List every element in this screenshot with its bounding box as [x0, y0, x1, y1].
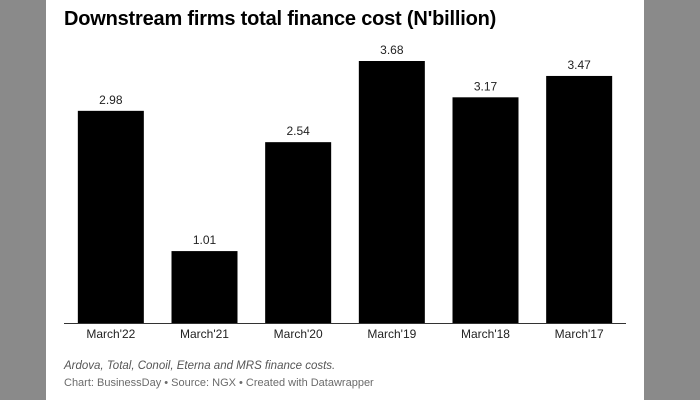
- bar-4: [358, 61, 425, 323]
- x-tick-label-4: March'19: [367, 327, 416, 341]
- bars-group: [77, 61, 613, 324]
- value-label-6: 3.47: [567, 58, 591, 72]
- chart-title: Downstream firms total finance cost (N'b…: [64, 8, 497, 30]
- bar-3: [265, 142, 332, 323]
- chart-notes: Ardova, Total, Conoil, Eterna and MRS fi…: [64, 360, 336, 372]
- bar-chart: 2.981.012.543.683.173.47 March'22 March'2…: [64, 43, 626, 341]
- chart-card: Downstream firms total finance cost (N'b…: [46, 0, 644, 400]
- value-label-3: 2.54: [286, 124, 310, 138]
- x-tick-label-3: March'20: [274, 327, 323, 341]
- bar-5: [452, 97, 519, 323]
- value-label-2: 1.01: [193, 233, 217, 247]
- x-tick-label-2: March'21: [180, 327, 229, 341]
- x-tick-label-6: March'17: [555, 327, 604, 341]
- x-tick-label-1: March'22: [86, 327, 135, 341]
- chart-credits: Chart: BusinessDay • Source: NGX • Creat…: [64, 377, 374, 389]
- x-tick-label-5: March'18: [461, 327, 510, 341]
- value-label-4: 3.68: [380, 43, 404, 57]
- x-axis-ticks: March'22 March'21 March'20 March'19 March'18…: [86, 327, 604, 341]
- value-label-5: 3.17: [474, 79, 498, 93]
- bar-1: [77, 110, 144, 323]
- bar-2: [171, 251, 238, 323]
- value-label-1: 2.98: [99, 93, 123, 107]
- bar-6: [546, 75, 613, 324]
- value-labels-group: 2.98 1.01 2.54 3.68 3.17 3.47: [99, 43, 591, 247]
